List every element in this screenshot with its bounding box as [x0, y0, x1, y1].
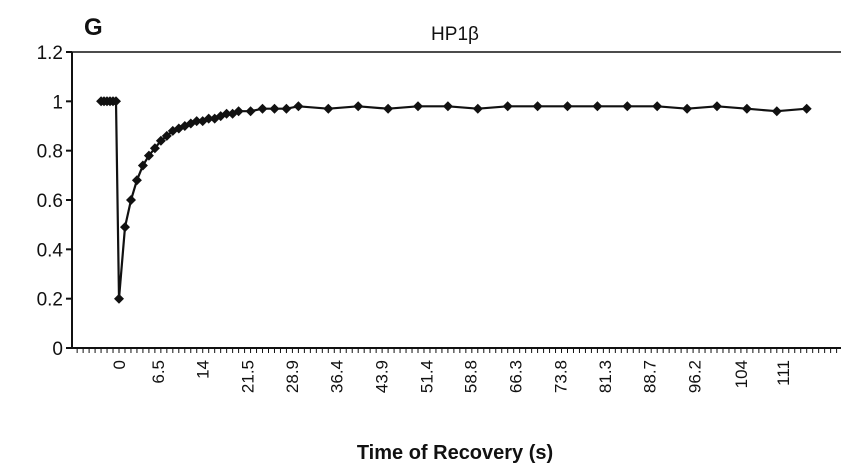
- data-point: [532, 101, 543, 112]
- x-tick-label: 96.2: [685, 360, 704, 393]
- data-point: [111, 96, 121, 107]
- data-point: [682, 103, 693, 114]
- x-axis: 0 6.5 14 21.5 28.9 36.4 43.9 51.4 58.8 66.3 73.8 81…: [72, 347, 841, 393]
- x-tick-label: 73.8: [551, 360, 570, 393]
- data-point: [592, 101, 603, 112]
- x-tick-label: 21.5: [239, 360, 258, 393]
- chart-title: HP1β: [431, 24, 479, 45]
- data-point: [353, 101, 364, 112]
- y-tick-label: 0.8: [37, 142, 63, 163]
- x-tick-label: 0: [110, 360, 129, 369]
- y-tick-label: 0.2: [37, 290, 63, 311]
- y-tick-label: 0.6: [37, 191, 63, 212]
- x-tick-label: 66.3: [506, 360, 525, 393]
- data-point: [383, 103, 394, 114]
- data-point: [293, 101, 304, 112]
- x-tick-label: 6.5: [149, 360, 168, 384]
- x-axis-label: Time of Recovery (s): [357, 442, 553, 464]
- data-point: [167, 125, 178, 136]
- data-point: [652, 101, 663, 112]
- data-point: [137, 160, 148, 171]
- data-point: [801, 103, 812, 114]
- y-axis: 0 0.2 0.4 0.6 0.8 1 1.2: [37, 43, 841, 360]
- data-point: [203, 113, 214, 124]
- data-point: [233, 106, 244, 117]
- data-point: [191, 116, 202, 127]
- series-group: [96, 96, 812, 304]
- data-point: [562, 101, 573, 112]
- data-point: [472, 103, 483, 114]
- y-tick-label: 1: [52, 92, 63, 113]
- data-point: [323, 103, 334, 114]
- data-point: [126, 195, 136, 205]
- data-point: [712, 101, 722, 112]
- data-point: [741, 103, 752, 114]
- y-tick-label: 1.2: [37, 43, 63, 64]
- x-tick-label: 81.3: [596, 360, 615, 393]
- data-point: [771, 106, 782, 117]
- data-point: [131, 175, 142, 186]
- data-point: [245, 106, 256, 117]
- panel-label: G: [84, 14, 103, 41]
- data-point: [502, 101, 513, 112]
- data-point: [155, 135, 166, 146]
- y-tick-label: 0.4: [37, 240, 64, 261]
- data-point: [143, 150, 154, 161]
- data-point: [622, 101, 633, 112]
- series-line: [101, 100, 807, 299]
- data-point: [257, 103, 268, 114]
- data-point: [269, 103, 280, 114]
- data-point: [114, 293, 124, 304]
- x-tick-label: 51.4: [417, 360, 436, 393]
- x-tick-label: 104: [732, 360, 751, 388]
- y-tick-label: 0: [52, 339, 63, 360]
- data-point: [221, 108, 232, 119]
- x-tick-label: 28.9: [283, 360, 302, 393]
- data-point: [161, 130, 172, 141]
- x-tick-label: 88.7: [640, 360, 659, 393]
- x-tick-label: 36.4: [328, 360, 347, 393]
- data-point: [413, 101, 423, 112]
- data-point: [149, 143, 160, 154]
- x-tick-label: 58.8: [462, 360, 481, 393]
- data-point: [442, 101, 453, 112]
- data-point: [281, 103, 292, 114]
- x-tick-label: 14: [194, 360, 213, 379]
- x-tick-label: 111: [774, 360, 793, 386]
- data-point: [120, 222, 130, 233]
- x-tick-label: 43.9: [373, 360, 392, 393]
